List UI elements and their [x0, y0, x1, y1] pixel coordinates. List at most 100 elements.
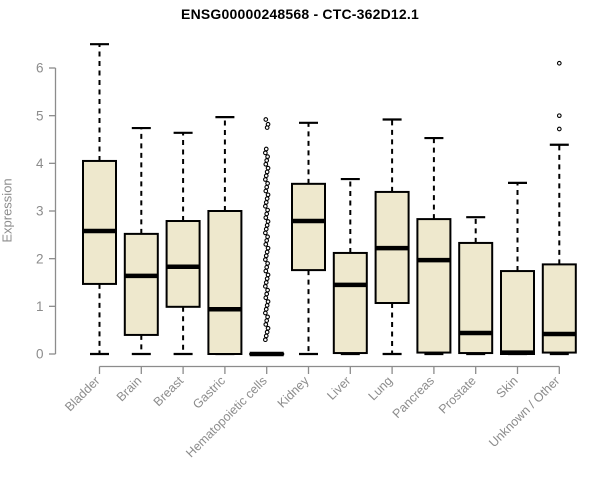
outlier-point: [265, 165, 271, 171]
x-tick-label: Gastric: [190, 374, 228, 412]
iqr-box: [291, 182, 326, 272]
y-tick-label: 3: [36, 204, 44, 219]
outlier-point: [263, 253, 269, 259]
outlier-point: [265, 245, 271, 251]
box-group-kidney: [291, 121, 326, 356]
outlier-point: [264, 158, 270, 163]
outlier-point: [263, 306, 269, 312]
iqr-box: [500, 270, 535, 355]
y-tick-label: 4: [36, 156, 44, 171]
outlier-point: [263, 333, 269, 339]
outlier-point: [263, 280, 269, 285]
y-tick-label: 2: [36, 251, 44, 266]
outlier-point: [265, 207, 270, 213]
outlier-point: [263, 230, 268, 236]
y-tick-label: 5: [36, 108, 44, 123]
iqr-box: [82, 159, 117, 285]
outlier-point: [263, 200, 269, 205]
outlier-point: [264, 211, 270, 217]
box-group-lung: [374, 118, 410, 356]
outlier-point: [264, 329, 270, 335]
outlier-point: [263, 310, 268, 316]
outlier-point: [263, 146, 269, 152]
outlier-point: [263, 177, 268, 182]
outlier-point: [264, 318, 270, 323]
outlier-point: [264, 196, 270, 201]
outlier-point: [264, 222, 270, 228]
outlier-point: [263, 226, 269, 232]
iqr-box: [416, 218, 452, 354]
x-tick-label: Liver: [324, 374, 353, 403]
y-axis-label: Expression: [0, 178, 15, 243]
outlier-point: [263, 242, 269, 247]
outlier-point: [264, 303, 270, 308]
outlier-point: [263, 173, 269, 179]
outlier-point: [263, 337, 268, 343]
outlier-point: [265, 299, 271, 304]
outlier-point: [264, 249, 270, 255]
outlier-point: [265, 192, 271, 198]
outlier-point: [263, 283, 268, 289]
outlier-point: [556, 113, 562, 119]
box-group-prostate: [458, 216, 494, 356]
x-tick-label: Skin: [494, 374, 521, 401]
box-group-unknown-other: [541, 60, 577, 356]
outlier-point: [265, 261, 270, 266]
x-tick-label: Hematopoietic cells: [183, 374, 270, 461]
outlier-point: [264, 238, 270, 243]
outlier-point: [263, 295, 269, 301]
outlier-point: [265, 287, 270, 293]
outlier-point: [264, 184, 270, 190]
outlier-point: [265, 219, 271, 224]
outlier-point: [263, 215, 269, 221]
outlier-point: [265, 325, 271, 331]
outlier-point: [263, 322, 269, 327]
outlier-point: [263, 257, 268, 262]
outlier-point: [265, 154, 270, 160]
outlier-point: [265, 121, 271, 127]
y-tick-label: 6: [36, 61, 44, 76]
y-axis: 0 1 2 3 4 5 6: [36, 61, 57, 362]
outlier-point: [556, 126, 562, 132]
y-tick-label: 1: [36, 299, 44, 314]
outlier-point: [556, 60, 562, 66]
x-tick-label: Bladder: [62, 374, 102, 414]
outlier-point: [265, 181, 270, 186]
iqr-box: [332, 251, 368, 355]
iqr-box: [123, 232, 159, 336]
box-group-gastric: [207, 115, 243, 356]
box-group-bladder: [82, 43, 117, 356]
x-tick-label: Unknown / Other: [486, 374, 562, 450]
outlier-point: [263, 268, 269, 274]
iqr-box: [165, 220, 201, 308]
outlier-point: [265, 314, 270, 320]
outlier-point: [264, 276, 270, 282]
outlier-point: [264, 291, 270, 297]
outlier-point: [263, 117, 269, 122]
outlier-point: [263, 203, 268, 209]
box-group-breast: [165, 131, 201, 356]
outlier-point: [265, 234, 270, 240]
box-group-brain: [123, 126, 159, 356]
x-tick-label: Lung: [366, 374, 396, 404]
iqr-box: [458, 241, 494, 355]
x-tick-label: Kidney: [275, 373, 312, 410]
x-tick-label: Breast: [151, 373, 187, 409]
box-group-liver: [332, 177, 368, 356]
x-tick-label: Prostate: [436, 374, 479, 417]
x-tick-label: Pancreas: [390, 374, 437, 421]
outlier-point: [263, 150, 268, 156]
box-group-pancreas: [416, 136, 452, 356]
outlier-point: [264, 169, 270, 175]
iqr-box: [207, 210, 243, 355]
outlier-point: [263, 188, 269, 194]
chart-title: ENSG00000248568 - CTC-362D12.1: [181, 6, 419, 22]
outlier-point: [265, 272, 271, 278]
outlier-point: [263, 161, 269, 167]
box-group-hematopoietic-cells: [249, 117, 285, 357]
x-tick-label: Brain: [114, 374, 145, 405]
y-tick-label: 0: [36, 347, 44, 362]
